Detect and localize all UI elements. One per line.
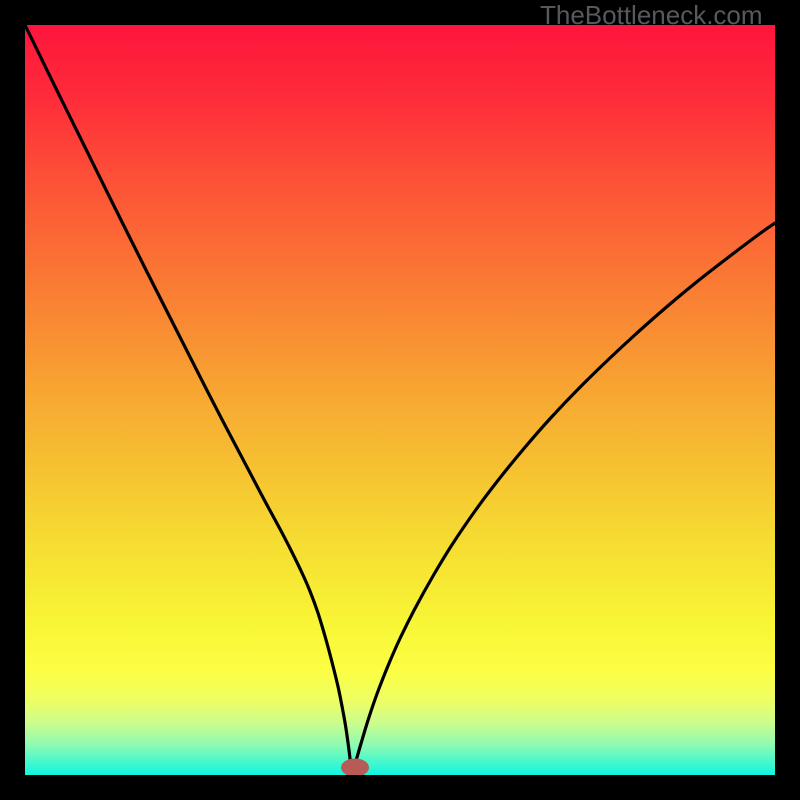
bottleneck-curve [25, 25, 775, 771]
curve-layer [25, 25, 775, 775]
plot-area [25, 25, 775, 775]
minimum-marker [341, 759, 369, 776]
watermark-text: TheBottleneck.com [540, 0, 763, 31]
